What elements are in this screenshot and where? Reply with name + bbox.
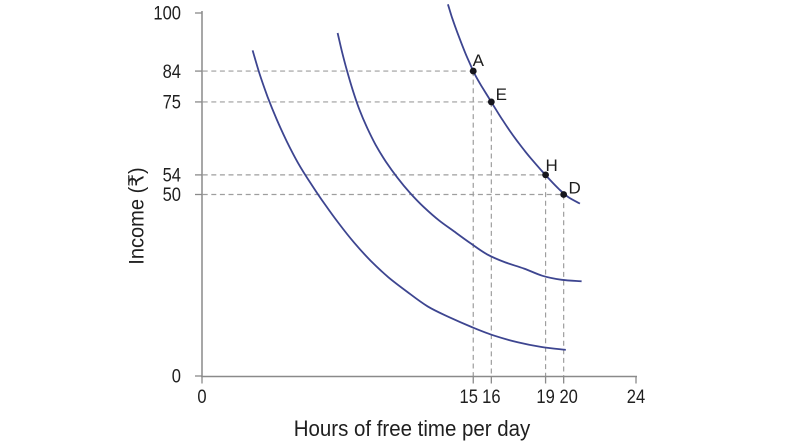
indifference-curve-2 <box>336 32 582 283</box>
point-D <box>560 191 568 198</box>
point-H <box>542 171 549 179</box>
y-tick-label-100: 100 <box>153 4 181 25</box>
x-tick-label-19: 19 <box>536 387 554 408</box>
x-tick-label-16: 16 <box>482 387 500 408</box>
indifference-curve-1 <box>251 50 566 351</box>
x-tick-label-0: 0 <box>197 387 206 408</box>
y-tick-label-75: 75 <box>163 93 181 114</box>
point-label-D: D <box>569 179 581 198</box>
point-label-H: H <box>545 156 557 175</box>
x-axis-title: Hours of free time per day <box>293 416 531 441</box>
point-label-A: A <box>473 51 485 70</box>
point-E <box>487 98 495 106</box>
x-tick-label-24: 24 <box>627 387 646 408</box>
y-axis-title: Income (₹) <box>125 167 149 265</box>
point-A <box>469 67 477 75</box>
x-tick-label-20: 20 <box>559 387 577 408</box>
y-tick-label-84: 84 <box>163 62 182 83</box>
x-tick-label-15: 15 <box>460 387 478 408</box>
y-tick-label-54: 54 <box>163 166 182 187</box>
y-tick-label-0: 0 <box>172 367 181 388</box>
y-tick-label-50: 50 <box>163 185 181 206</box>
indifference-curve-3 <box>447 4 581 205</box>
point-label-E: E <box>496 85 507 104</box>
